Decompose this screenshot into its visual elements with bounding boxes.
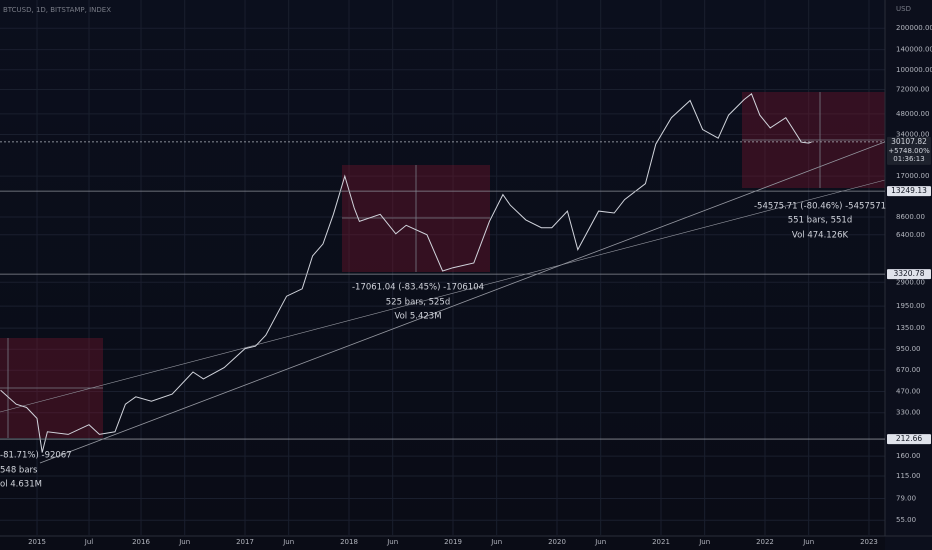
y-tick-label: 48000.00	[896, 110, 929, 118]
x-tick-label: Jun	[178, 538, 190, 546]
x-tick-label: 2017	[236, 538, 254, 546]
y-tick-label: 72000.00	[896, 86, 929, 94]
y-axis-label: USD	[896, 5, 911, 13]
y-tick-label: 200000.00	[896, 24, 932, 32]
x-tick-label: 2020	[548, 538, 566, 546]
price-label-box	[887, 269, 931, 280]
price-change: +5748.00%	[888, 147, 930, 155]
annotation: -81.71%) -92067	[0, 451, 72, 461]
x-tick-label: Jul	[84, 538, 94, 546]
y-tick-label: 17000.00	[896, 172, 929, 180]
x-tick-label: 2018	[340, 538, 358, 546]
y-tick-label: 140000.00	[896, 46, 932, 54]
x-tick-label: 2016	[132, 538, 150, 546]
x-tick-label: Jun	[594, 538, 606, 546]
x-tick-label: Jun	[698, 538, 710, 546]
x-tick-label: 2023	[860, 538, 878, 546]
y-tick-label: 34000.00	[896, 131, 929, 139]
y-tick-label: 115.00	[896, 472, 921, 480]
x-tick-label: Jun	[802, 538, 814, 546]
y-tick-label: 160.00	[896, 452, 921, 460]
y-tick-label: 670.00	[896, 366, 921, 374]
y-tick-label: 1950.00	[896, 302, 925, 310]
annotation: 551 bars, 551d	[788, 216, 852, 226]
annotation: Vol 5.423M	[394, 312, 441, 322]
x-tick-label: Jun	[386, 538, 398, 546]
x-tick-label: 2019	[444, 538, 462, 546]
y-tick-label: 100000.00	[896, 66, 932, 74]
y-tick-label: 330.00	[896, 409, 921, 417]
chart-title: BTCUSD, 1D, BITSTAMP, INDEX	[3, 6, 111, 14]
plot	[0, 92, 812, 453]
price-label-box	[887, 434, 931, 445]
y-tick-label: 2900.00	[896, 278, 925, 286]
x-tick-label: Jun	[282, 538, 294, 546]
x-tick-label: 2022	[756, 538, 774, 546]
price-label: 30107.82	[891, 137, 927, 146]
x-tick-label: Jun	[490, 538, 502, 546]
y-tick-label: 950.00	[896, 345, 921, 353]
y-tick-label: 55.00	[896, 516, 916, 524]
x-tick-label: 2021	[652, 538, 670, 546]
y-tick-label: 79.00	[896, 494, 916, 502]
grid-layer	[0, 0, 885, 535]
trend-line	[39, 139, 891, 464]
annotation: 548 bars	[0, 466, 38, 476]
annotation: Vol 474.126K	[792, 231, 849, 241]
annotation: 525 bars, 525d	[386, 298, 450, 308]
countdown: 01:36:13	[893, 155, 924, 163]
annotation: -54575.71 (-80.46%) -5457571	[754, 202, 886, 212]
annotation: -17061.04 (-83.45%) -1706104	[352, 283, 484, 293]
y-tick-label: 1350.00	[896, 324, 925, 332]
price-line	[0, 92, 812, 453]
y-tick-label: 6400.00	[896, 231, 925, 239]
price-label: 3320.78	[893, 269, 924, 278]
price-label-box	[887, 186, 931, 197]
trend-line	[0, 179, 886, 413]
x-tick-label: 2015	[28, 538, 46, 546]
price-label: 212.66	[896, 434, 922, 443]
y-tick-label: 8600.00	[896, 213, 925, 221]
annotation: ol 4.631M	[0, 480, 42, 490]
y-tick-label: 470.00	[896, 387, 921, 395]
price-label-box	[887, 136, 931, 165]
price-label: 13249.13	[891, 186, 927, 195]
